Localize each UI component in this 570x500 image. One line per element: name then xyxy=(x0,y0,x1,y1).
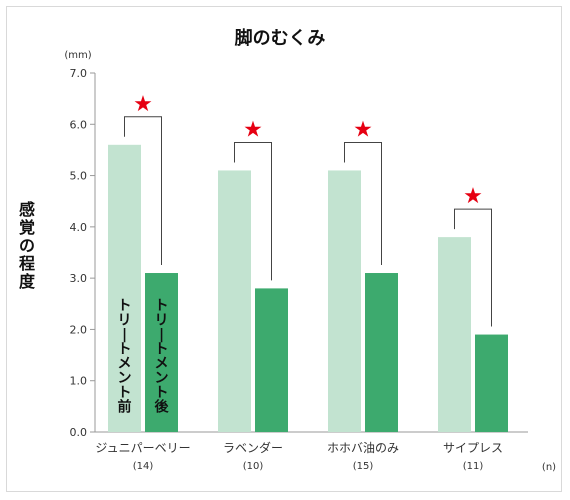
bar-before xyxy=(218,170,251,432)
y-axis-label: 感覚の程度 xyxy=(19,200,36,291)
category-label: ホホバ油のみ xyxy=(327,441,399,455)
y-tick-label: 3.0 xyxy=(70,272,88,285)
y-tick-label: 4.0 xyxy=(70,221,88,234)
significance-star-icon: ★ xyxy=(463,184,483,209)
bar-after xyxy=(365,273,398,432)
bar-after xyxy=(145,273,178,432)
bar-layer xyxy=(108,144,508,433)
significance-bracket xyxy=(344,141,382,266)
bar-after xyxy=(475,334,508,432)
significance-star-icon: ★ xyxy=(133,92,153,117)
significance-layer: ★ ★ ★ ★ xyxy=(124,92,492,327)
series-label-after: トリ|トメント後 xyxy=(155,298,170,416)
significance-star-icon: ★ xyxy=(353,117,373,142)
significance-bracket xyxy=(124,116,162,266)
label-layer: ジュニパーベリー (14) ラベンダー (10) ホホバ油のみ (15) サイプレス (11)… xyxy=(95,298,503,472)
category-label: ラベンダー xyxy=(223,440,283,455)
series-label-before: トリ|トメント前 xyxy=(118,298,132,416)
sample-count-label: (10) xyxy=(243,461,264,472)
category-label: サイプレス xyxy=(443,441,503,455)
y-tick-label: 6.0 xyxy=(70,118,88,131)
bar-before xyxy=(438,237,471,432)
y-axis-unit: (mm) xyxy=(64,50,91,61)
significance-bracket xyxy=(454,208,492,327)
y-tick-label: 1.0 xyxy=(70,375,88,388)
significance-star-icon: ★ xyxy=(243,117,263,142)
sample-count-label: (14) xyxy=(133,461,154,472)
bar-after xyxy=(255,288,288,432)
y-tick-label: 2.0 xyxy=(70,323,88,336)
y-tick-label: 7.0 xyxy=(70,67,88,80)
significance-bracket xyxy=(234,141,272,281)
x-axis-unit: (n) xyxy=(542,462,556,473)
sample-count-label: (15) xyxy=(353,461,374,472)
y-tick-label: 5.0 xyxy=(70,170,88,183)
category-label: ジュニパーベリー xyxy=(95,441,190,455)
sample-count-label: (11) xyxy=(463,461,484,472)
bar-before xyxy=(108,144,141,433)
y-tick-label: 0.0 xyxy=(70,426,88,439)
bar-before xyxy=(328,170,361,432)
chart-title: 脚のむくみ xyxy=(235,28,326,49)
